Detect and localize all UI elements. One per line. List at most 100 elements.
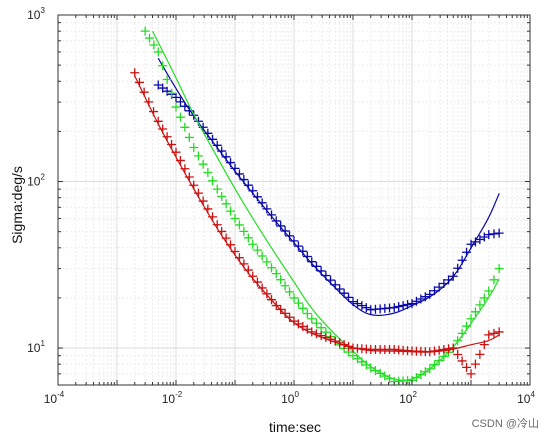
x-tick-label: 10-2 <box>162 390 183 406</box>
plus-marker <box>189 180 199 190</box>
plus-marker <box>335 338 345 348</box>
plus-marker <box>257 198 267 208</box>
plus-marker <box>489 229 499 239</box>
plus-marker <box>326 275 336 285</box>
plus-marker <box>330 336 340 346</box>
y-tick-exponent: 1 <box>40 339 45 348</box>
plus-marker <box>457 328 467 338</box>
x-tick-base: 10 <box>399 392 413 406</box>
plus-marker <box>302 252 312 262</box>
plus-marker <box>311 318 321 328</box>
plus-marker <box>134 77 144 87</box>
plus-marker <box>267 295 277 305</box>
plus-marker <box>203 204 213 214</box>
plus-marker <box>171 92 181 102</box>
plus-marker <box>271 301 281 311</box>
x-tick-exponent: -2 <box>175 390 183 399</box>
grid-lines <box>57 15 530 386</box>
plus-marker <box>239 175 249 185</box>
plus-marker <box>448 271 458 281</box>
series-line <box>151 30 500 381</box>
plus-marker <box>130 68 140 78</box>
plus-marker <box>385 374 395 384</box>
plus-marker <box>158 61 168 71</box>
plus-marker <box>293 298 303 308</box>
plus-marker <box>180 101 190 111</box>
plus-marker <box>453 336 463 346</box>
plus-marker <box>311 329 321 339</box>
y-tick-exponent: 3 <box>40 6 45 15</box>
plus-marker <box>425 289 435 299</box>
plus-marker <box>243 233 253 243</box>
plus-marker <box>248 239 258 249</box>
plus-marker <box>276 304 286 314</box>
plus-marker <box>221 152 231 162</box>
plus-marker <box>280 281 290 291</box>
plus-marker <box>311 261 321 271</box>
plus-marker <box>411 296 421 306</box>
plus-marker <box>398 301 408 311</box>
plus-marker <box>144 97 154 107</box>
x-tick-label: 10-4 <box>44 390 65 406</box>
plus-marker <box>217 191 227 201</box>
plus-marker <box>175 97 185 107</box>
plus-marker <box>361 303 371 313</box>
plus-marker <box>444 344 454 354</box>
plus-marker <box>158 124 168 134</box>
plus-marker <box>330 280 340 290</box>
plus-marker <box>489 328 499 338</box>
plus-marker <box>193 188 203 198</box>
plus-marker <box>180 164 190 174</box>
plus-marker <box>285 287 295 297</box>
series-2 <box>130 68 504 379</box>
plus-marker <box>494 228 504 238</box>
plus-marker <box>226 206 236 216</box>
plus-marker <box>175 112 185 122</box>
tick-marks <box>57 14 531 386</box>
plus-marker <box>429 360 439 370</box>
plus-marker <box>171 102 181 112</box>
plus-marker <box>453 350 463 360</box>
plus-marker <box>335 284 345 294</box>
plus-marker <box>470 307 480 317</box>
plus-marker <box>230 163 240 173</box>
plus-marker <box>307 327 317 337</box>
series-markers <box>130 68 504 379</box>
x-tick-base: 10 <box>281 392 295 406</box>
plus-marker <box>189 143 199 153</box>
plus-marker <box>212 184 222 194</box>
plus-marker <box>298 246 308 256</box>
plus-marker <box>462 362 472 372</box>
plus-marker <box>203 168 213 178</box>
plus-marker <box>475 300 485 310</box>
plus-marker <box>217 146 227 156</box>
plus-marker <box>466 314 476 324</box>
x-tick-base: 10 <box>162 392 176 406</box>
plus-marker <box>234 220 244 230</box>
plus-marker <box>494 327 504 337</box>
plus-marker <box>267 263 277 273</box>
plus-marker <box>366 363 376 373</box>
plus-marker <box>226 158 236 168</box>
plus-marker <box>243 180 253 190</box>
plus-marker <box>479 293 489 303</box>
plus-marker <box>171 147 181 157</box>
plus-marker <box>475 234 485 244</box>
plus-marker <box>494 264 504 274</box>
plus-marker <box>475 349 485 359</box>
series-layer <box>130 26 504 386</box>
plus-marker <box>370 366 380 376</box>
x-tick-exponent: 0 <box>294 390 299 399</box>
plus-marker <box>162 75 172 85</box>
plus-marker <box>429 286 439 296</box>
plus-marker <box>293 241 303 251</box>
plus-marker <box>434 282 444 292</box>
x-tick-label: 104 <box>517 390 535 406</box>
plus-marker <box>285 231 295 241</box>
plus-marker <box>416 294 426 304</box>
plus-marker <box>239 259 249 269</box>
plus-marker <box>145 33 155 43</box>
plus-marker <box>434 356 444 366</box>
plus-marker <box>230 247 240 257</box>
